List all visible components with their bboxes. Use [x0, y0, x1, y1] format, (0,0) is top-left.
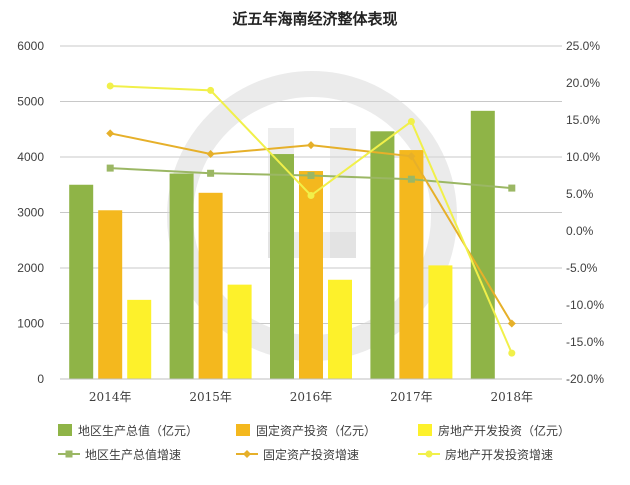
y-right-tick-label: -20.0% [566, 372, 604, 386]
bar-3-2016年 [328, 279, 352, 379]
point-2-2016年 [307, 141, 315, 150]
y-right-tick-label: 5.0% [566, 187, 594, 201]
y-right-tick-label: 0.0% [566, 224, 594, 238]
bar-1-2018年 [470, 110, 495, 379]
y-left-tick-label: 2000 [17, 261, 44, 275]
x-tick-label: 2018年 [491, 390, 534, 404]
legend-label: 地区生产总值（亿元） [78, 423, 198, 438]
y-left-tick-label: 6000 [17, 39, 44, 53]
legend-label: 固定资产投资增速 [263, 447, 359, 462]
bar-1-2017年 [370, 131, 395, 379]
y-right-tick-label: 15.0% [566, 113, 600, 127]
legend-swatch-bar-1 [58, 424, 72, 436]
point-1-2018年 [508, 184, 516, 192]
point-2-2018年 [507, 319, 516, 328]
point-1-2016年 [307, 172, 315, 179]
legend-swatch-bar-2 [236, 424, 250, 436]
legend-label: 房地产开发投资增速 [445, 447, 553, 462]
x-tick-label: 2016年 [290, 390, 333, 404]
point-3-2014年 [106, 82, 114, 90]
point-2-2017年 [407, 152, 416, 161]
axes-layer: 0 1000 2000 3000 4000 5000 6000 -20.0% -15.0% -10… [17, 39, 604, 404]
bar-1-2015年 [169, 173, 194, 379]
y-left-tick-label: 4000 [17, 150, 44, 164]
point-3-2018年 [508, 349, 516, 357]
point-3-2015年 [207, 86, 215, 94]
bar-2-2015年 [198, 192, 223, 379]
y-left-tick-label: 3000 [17, 206, 44, 220]
legend-marker-square [65, 450, 73, 458]
y-right-tick-label: 20.0% [566, 76, 600, 90]
legend-swatch-bar-3 [418, 424, 432, 436]
legend-marker-circle [425, 450, 433, 458]
x-tick-label: 2014年 [89, 390, 132, 404]
chart-title: 近五年海南经济整体表现 [232, 10, 397, 28]
y-left-tick-label: 5000 [17, 95, 44, 109]
bar-3-2017年 [428, 265, 453, 379]
bar-1-2014年 [69, 184, 94, 379]
bar-2-2014年 [98, 210, 123, 379]
point-1-2017年 [407, 175, 415, 183]
bar-1-2016年 [270, 154, 294, 379]
y-right-tick-label: -5.0% [566, 261, 598, 275]
legend-label: 房地产开发投资（亿元） [438, 423, 570, 438]
legend-label: 固定资产投资（亿元） [256, 423, 376, 438]
y-left-tick-label: 1000 [17, 317, 44, 331]
y-right-tick-label: -15.0% [566, 335, 604, 349]
legend-marker-diamond [243, 450, 251, 458]
point-2-2014年 [106, 129, 115, 138]
bar-2-2017年 [399, 150, 424, 379]
x-tick-label: 2017年 [390, 390, 433, 404]
bars-layer [69, 110, 495, 379]
legend-label: 地区生产总值增速 [85, 447, 181, 462]
point-1-2014年 [106, 164, 114, 172]
y-right-tick-label: 10.0% [566, 150, 600, 164]
bar-3-2015年 [227, 284, 252, 379]
point-3-2017年 [407, 117, 415, 125]
y-right-tick-label: 25.0% [566, 39, 600, 53]
bar-2-2016年 [299, 171, 323, 379]
point-2-2015年 [206, 150, 215, 159]
x-tick-label: 2015年 [189, 390, 232, 404]
y-right-tick-label: -10.0% [566, 298, 604, 312]
point-1-2015年 [207, 169, 215, 177]
legend: 地区生产总值（亿元） 固定资产投资（亿元） 房地产开发投资（亿元） 地区生产总值增速 固… [58, 423, 570, 462]
point-3-2016年 [307, 191, 315, 199]
lines-layer [106, 82, 516, 357]
bar-3-2014年 [127, 299, 152, 379]
y-left-tick-label: 0 [37, 372, 44, 386]
